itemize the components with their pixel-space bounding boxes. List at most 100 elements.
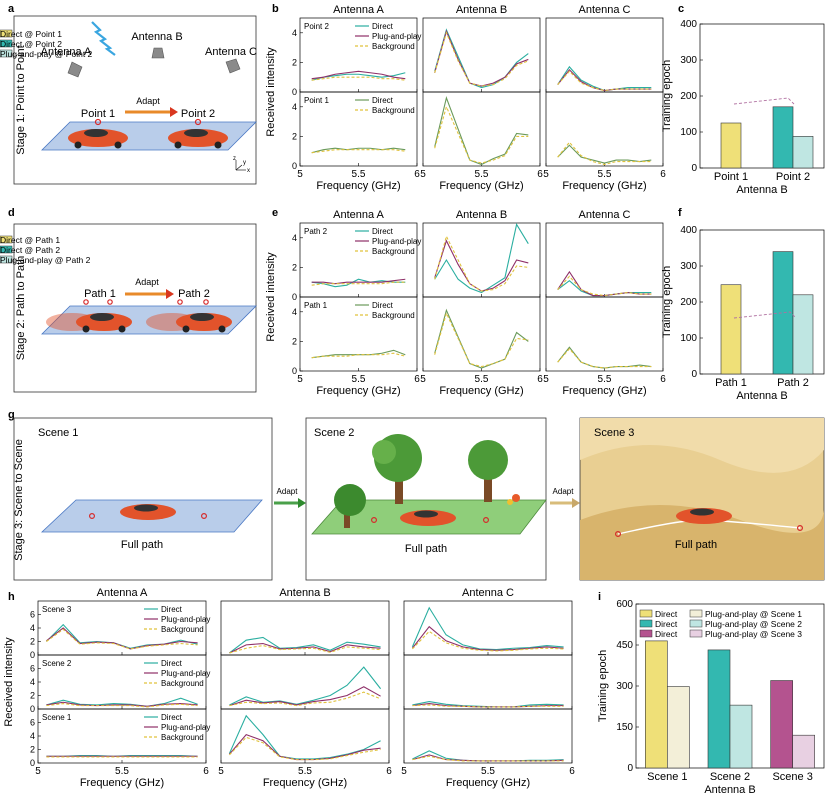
legend-label: Background — [372, 106, 415, 115]
scene2-fullpath: Full path — [405, 543, 447, 555]
subplot-frame — [422, 17, 541, 93]
car-icon-g3 — [676, 508, 732, 524]
series-line-bg — [46, 628, 198, 650]
y-axis-label: Received intensity — [3, 637, 15, 727]
scene3-fullpath: Full path — [675, 539, 717, 551]
legend-swatch — [689, 629, 703, 638]
y-tick-label: 4 — [30, 677, 35, 687]
legend-swatch — [639, 609, 653, 618]
line-chart-e: Antenna A Antenna B Antenna C Received inte… — [265, 209, 666, 397]
series-line-bg — [311, 281, 406, 286]
car-icon-a1 — [68, 129, 128, 149]
y-tick-label: 300 — [680, 55, 697, 66]
series-line-bg — [557, 347, 652, 369]
y-tick-label: 400 — [680, 225, 697, 236]
subplot-frame — [545, 91, 664, 167]
x-tick-label: 5.5 — [352, 169, 366, 180]
legend-label: Direct — [161, 713, 183, 722]
x-axis-label: Antenna B — [736, 184, 787, 196]
series-line-direct — [557, 144, 652, 164]
legend-swatch — [689, 619, 703, 628]
path2-label: Path 2 — [178, 288, 210, 300]
legend-label: Direct — [372, 301, 394, 310]
row-label: Scene 1 — [42, 713, 72, 722]
legend-swatch — [639, 619, 653, 628]
stage1-frame — [13, 15, 257, 185]
x-tick-label: 5 — [420, 374, 426, 385]
car-icon-d1 — [76, 313, 132, 333]
y-tick-label: 0 — [691, 369, 697, 380]
y-tick-label: 0 — [30, 650, 35, 660]
x-tick-label: 5.5 — [475, 169, 489, 180]
antenna-c-label: Antenna C — [205, 46, 257, 58]
adapt-label-d: Adapt — [135, 277, 159, 287]
x-axis-label: Frequency (GHz) — [439, 180, 523, 192]
adapt-label-g2: Adapt — [553, 487, 575, 496]
x-tick-label: 5 — [420, 169, 426, 180]
row-label: Scene 3 — [42, 605, 72, 614]
x-axis-label: Frequency (GHz) — [446, 777, 530, 789]
x-tick-label: Scene 2 — [710, 771, 750, 783]
legend-label: Direct @ Point 1 — [0, 29, 62, 39]
car-icon-g2 — [400, 510, 456, 526]
series-line-bg — [434, 234, 529, 292]
x-tick-label: Point 1 — [714, 171, 748, 183]
tree-icon-1 — [372, 434, 422, 504]
scene1-fullpath: Full path — [121, 539, 163, 551]
series-line-bg — [412, 630, 564, 652]
x-tick-label: 6 — [386, 766, 392, 777]
legend-swatch — [0, 245, 13, 254]
column-title: Antenna C — [579, 209, 631, 221]
series-line-bg — [311, 76, 406, 81]
legend-label: Plug-and-play @ Scene 1 — [705, 609, 802, 619]
bar — [667, 686, 690, 769]
point2-marker — [194, 118, 202, 126]
path1-label: Path 1 — [84, 288, 116, 300]
y-axis-label: Training epoch — [661, 266, 673, 338]
series-line-pnp — [557, 270, 652, 297]
y-tick-label: 600 — [616, 599, 633, 610]
x-tick-label: 6 — [414, 169, 420, 180]
bar — [792, 294, 814, 375]
y-tick-label: 0 — [292, 366, 297, 376]
stage3-illustration: Stage 3: Scene to Scene Scene 1 Full pat… — [13, 417, 825, 581]
column-title: Antenna C — [579, 4, 631, 16]
legend-label: Plug-and-play @ Path 2 — [0, 255, 91, 265]
series-line-pnp — [411, 625, 564, 651]
panel-letter-b: b — [272, 3, 279, 15]
x-tick-label: 5 — [35, 766, 41, 777]
y-tick-label: 300 — [680, 261, 697, 272]
stage1-illustration: Stage 1: Point to Point Antenna A Antenn… — [13, 15, 257, 185]
y-axis-label: Training epoch — [597, 650, 609, 722]
series-line-bg — [46, 703, 198, 708]
x-tick-label: 5.5 — [481, 766, 495, 777]
y-tick-label: 0 — [292, 292, 297, 302]
bar — [720, 284, 742, 375]
y-tick-label: 0 — [292, 87, 297, 97]
line-chart-h: Antenna A Antenna B Antenna C Received inte… — [3, 587, 575, 789]
x-tick-label: Scene 1 — [647, 771, 687, 783]
series-line-bg — [557, 141, 652, 166]
y-axis-label: Received intensity — [265, 47, 277, 137]
series-line-direct — [46, 697, 198, 707]
series-line-pnp — [434, 29, 529, 87]
scene1-frame — [13, 417, 273, 581]
x-axis-label: Frequency (GHz) — [316, 180, 400, 192]
series-line-pnp — [311, 70, 406, 80]
y-tick-label: 4 — [292, 28, 297, 38]
row-label: Point 2 — [304, 22, 329, 31]
x-tick-label: 5.5 — [598, 169, 612, 180]
y-tick-label: 150 — [616, 722, 633, 733]
subplot-frame — [545, 222, 664, 298]
legend-label: Direct — [372, 96, 394, 105]
y-tick-label: 100 — [680, 127, 697, 138]
legend-swatch — [0, 255, 13, 264]
axis-y-label: y — [243, 160, 246, 166]
legend-label: Plug-and-play @ Point 2 — [0, 49, 93, 59]
y-tick-label: 0 — [30, 758, 35, 768]
y-axis-label: Training epoch — [661, 60, 673, 132]
x-tick-label: 5 — [297, 374, 303, 385]
y-tick-label: 2 — [30, 691, 35, 701]
scene2-label: Scene 2 — [314, 427, 354, 439]
